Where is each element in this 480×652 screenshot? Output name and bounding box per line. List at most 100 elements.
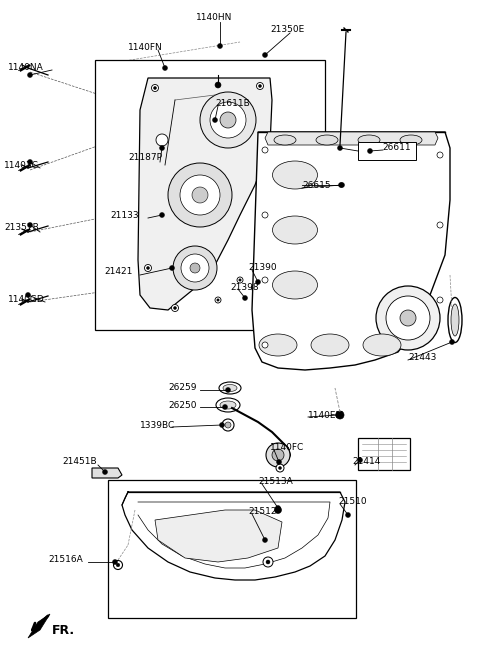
Text: 26615: 26615 (302, 181, 331, 190)
Ellipse shape (273, 161, 317, 189)
Circle shape (163, 65, 168, 70)
Circle shape (253, 286, 256, 289)
Circle shape (223, 404, 228, 409)
Circle shape (338, 183, 344, 188)
Circle shape (239, 279, 241, 281)
Ellipse shape (273, 216, 317, 244)
Circle shape (263, 537, 267, 542)
Text: 21414: 21414 (352, 458, 380, 466)
Text: 1140EM: 1140EM (308, 411, 344, 419)
Circle shape (237, 277, 243, 283)
Circle shape (213, 117, 217, 123)
Circle shape (259, 85, 262, 87)
Text: 21451B: 21451B (62, 458, 96, 466)
Text: 21350E: 21350E (270, 25, 304, 35)
Circle shape (116, 563, 120, 567)
Circle shape (27, 222, 33, 228)
Bar (95, 60, 325, 330)
Circle shape (266, 560, 270, 564)
Circle shape (159, 213, 165, 218)
Text: 21516A: 21516A (48, 556, 83, 565)
Circle shape (437, 152, 443, 158)
Circle shape (400, 310, 416, 326)
Circle shape (266, 153, 269, 156)
Text: 1339BC: 1339BC (140, 421, 175, 430)
Circle shape (437, 297, 443, 303)
Circle shape (276, 505, 280, 511)
Text: 21510: 21510 (338, 497, 367, 507)
Ellipse shape (220, 401, 236, 409)
Ellipse shape (448, 297, 462, 342)
Ellipse shape (358, 135, 380, 145)
Polygon shape (28, 614, 50, 638)
Ellipse shape (400, 135, 422, 145)
Ellipse shape (223, 385, 237, 391)
Text: 1140FC: 1140FC (270, 443, 304, 452)
Circle shape (173, 246, 217, 290)
Circle shape (266, 443, 290, 467)
Polygon shape (138, 78, 272, 310)
Circle shape (255, 280, 261, 284)
Polygon shape (265, 132, 438, 145)
Circle shape (159, 145, 165, 151)
Circle shape (252, 284, 259, 291)
Circle shape (180, 175, 220, 215)
Text: 21513A: 21513A (258, 477, 293, 486)
Circle shape (386, 296, 430, 340)
Circle shape (215, 82, 221, 88)
Circle shape (113, 561, 122, 569)
Circle shape (169, 265, 175, 271)
Circle shape (242, 295, 248, 301)
Circle shape (25, 293, 31, 297)
Circle shape (222, 419, 234, 431)
Circle shape (112, 559, 118, 565)
Ellipse shape (316, 135, 338, 145)
Circle shape (278, 466, 281, 469)
Circle shape (171, 304, 179, 312)
Text: 21357B: 21357B (4, 224, 39, 233)
Polygon shape (92, 468, 122, 478)
Circle shape (103, 469, 108, 475)
Circle shape (200, 92, 256, 148)
Circle shape (154, 87, 156, 89)
Ellipse shape (273, 271, 317, 299)
Circle shape (336, 413, 340, 417)
Text: 21443: 21443 (408, 353, 436, 363)
Circle shape (346, 512, 350, 518)
Circle shape (262, 212, 268, 218)
Circle shape (168, 163, 232, 227)
Circle shape (156, 134, 168, 146)
Circle shape (217, 299, 219, 301)
Circle shape (225, 422, 231, 428)
Circle shape (336, 411, 344, 419)
Ellipse shape (259, 334, 297, 356)
Text: 1140HN: 1140HN (196, 14, 232, 23)
Text: 21187P: 21187P (128, 153, 162, 162)
Text: 1140GD: 1140GD (8, 295, 45, 304)
Bar (358, 142, 416, 160)
Circle shape (262, 147, 268, 153)
Circle shape (262, 277, 268, 283)
Circle shape (219, 422, 225, 428)
Ellipse shape (451, 304, 459, 336)
Circle shape (192, 187, 208, 203)
Text: 11403C: 11403C (4, 160, 39, 170)
Circle shape (181, 254, 209, 282)
Circle shape (358, 458, 362, 462)
Ellipse shape (363, 334, 401, 356)
Text: 21398: 21398 (230, 282, 259, 291)
Circle shape (220, 112, 236, 128)
Text: 21421: 21421 (104, 267, 132, 276)
Text: 21611B: 21611B (215, 98, 250, 108)
Text: 21512: 21512 (248, 507, 276, 516)
Circle shape (146, 267, 149, 269)
Circle shape (215, 297, 221, 303)
Circle shape (152, 85, 158, 91)
Circle shape (275, 507, 281, 514)
Circle shape (226, 387, 230, 393)
Text: 21390: 21390 (248, 263, 276, 273)
Circle shape (276, 464, 284, 472)
Circle shape (276, 460, 281, 464)
Circle shape (256, 83, 264, 89)
Polygon shape (252, 132, 450, 370)
